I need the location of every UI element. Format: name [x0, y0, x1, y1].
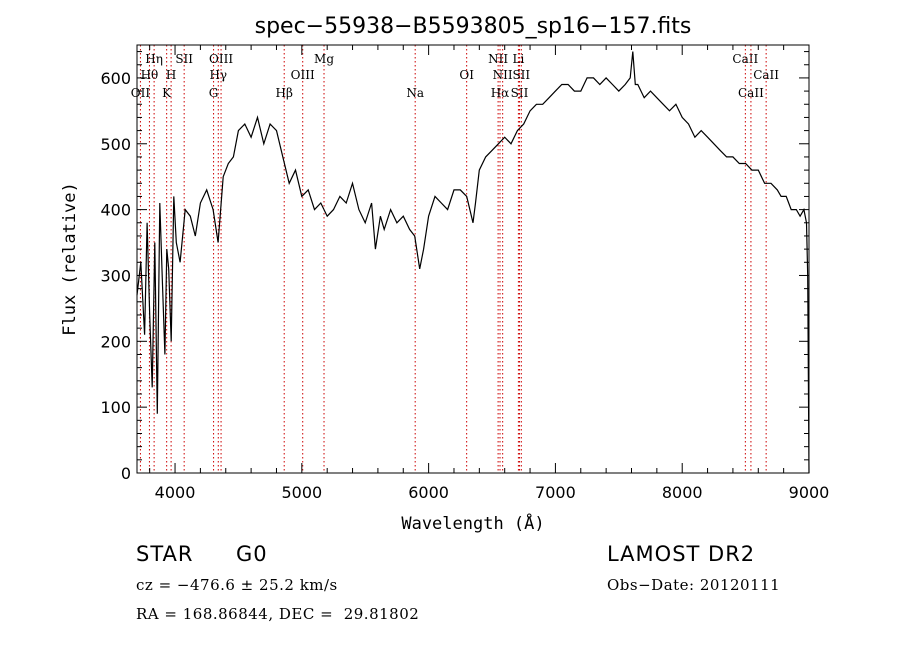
- line-marker-label: K: [162, 86, 172, 100]
- y-axis: 0 100 200 300 400 500 600: [100, 51, 809, 483]
- y-tick-label: 300: [100, 266, 131, 285]
- observation-date: Obs−Date: 20120111: [607, 576, 781, 594]
- y-tick-label: 0: [121, 464, 131, 483]
- y-tick-label: 100: [100, 398, 131, 417]
- chart-title: spec−55938−B5593805_sp16−157.fits: [255, 14, 692, 39]
- line-marker-label: Hγ: [209, 68, 227, 82]
- line-marker-label: Hθ: [141, 68, 159, 82]
- line-marker-label: Hα: [491, 86, 510, 100]
- redshift-velocity: cz = −476.6 ± 25.2 km/s: [136, 576, 338, 594]
- line-marker-label: SII: [512, 68, 530, 82]
- x-tick-label: 8000: [662, 483, 703, 502]
- line-marker-label: OII: [131, 86, 151, 100]
- line-marker-label: Na: [406, 86, 424, 100]
- line-marker-label: Hβ: [276, 86, 293, 100]
- survey-name: LAMOST DR2: [607, 542, 756, 566]
- y-axis-label: Flux (relative): [60, 182, 80, 336]
- line-marker-label: SII: [511, 86, 529, 100]
- x-tick-label: 7000: [535, 483, 576, 502]
- line-marker-label: NII: [493, 68, 513, 82]
- x-tick-label: 6000: [408, 483, 449, 502]
- line-marker-label: G: [209, 86, 219, 100]
- x-tick-label: 9000: [789, 483, 830, 502]
- plot-frame: [136, 44, 810, 474]
- x-axis-label: Wavelength (Å): [401, 512, 544, 534]
- sky-coordinates: RA = 168.86844, DEC = 29.81802: [136, 605, 420, 623]
- line-marker-label: CaII: [732, 52, 758, 66]
- line-marker-label: Li: [512, 52, 524, 66]
- y-tick-label: 400: [100, 201, 131, 220]
- y-tick-label: 500: [100, 135, 131, 154]
- line-marker-label: OIII: [291, 68, 315, 82]
- line-marker-label: CaII: [753, 68, 779, 82]
- y-tick-label: 600: [100, 69, 131, 88]
- line-marker-label: CaII: [738, 86, 764, 100]
- spectrum-line: [136, 51, 810, 474]
- line-marker-label: OIII: [209, 52, 233, 66]
- x-axis: 4000 5000 6000 7000 8000 9000: [149, 45, 830, 502]
- object-subclass: G0: [236, 542, 268, 566]
- line-marker-label: Mg: [314, 52, 334, 66]
- x-tick-label: 4000: [155, 483, 196, 502]
- line-marker-label: SII: [175, 52, 193, 66]
- line-marker-label: Hη: [145, 52, 163, 66]
- x-tick-label: 5000: [281, 483, 322, 502]
- spectral-line-markers: OII Hθ Hη KH SII G Hγ OIII Hβ OIII Mg Na OI NII Hα NII L…: [131, 45, 779, 473]
- line-marker-label: NII: [488, 52, 508, 66]
- line-marker-label: OI: [459, 68, 474, 82]
- y-tick-label: 200: [100, 332, 131, 351]
- line-marker-label: H: [166, 68, 176, 82]
- object-class: STAR: [136, 542, 194, 566]
